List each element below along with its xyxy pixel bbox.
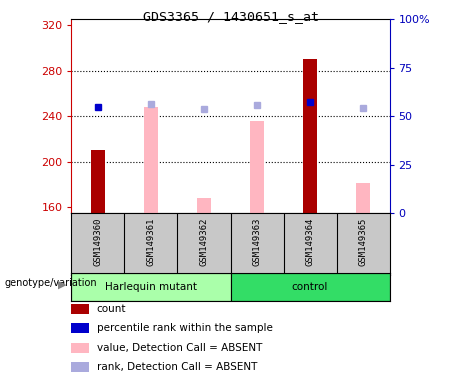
Text: value, Detection Call = ABSENT: value, Detection Call = ABSENT	[97, 343, 262, 353]
Text: percentile rank within the sample: percentile rank within the sample	[97, 323, 272, 333]
Text: Harlequin mutant: Harlequin mutant	[105, 282, 197, 292]
Bar	[71, 362, 89, 372]
Bar	[71, 343, 89, 353]
Bar	[197, 198, 211, 213]
Bar	[71, 323, 89, 333]
Text: GSM149364: GSM149364	[306, 218, 314, 266]
Text: GSM149361: GSM149361	[147, 218, 155, 266]
Bar	[144, 107, 158, 213]
Text: rank, Detection Call = ABSENT: rank, Detection Call = ABSENT	[97, 362, 257, 372]
Bar	[91, 151, 105, 213]
Text: count: count	[97, 304, 126, 314]
Bar	[250, 121, 264, 213]
Bar	[71, 273, 230, 301]
Bar	[71, 304, 89, 314]
Bar	[230, 273, 390, 301]
Text: GSM149362: GSM149362	[200, 218, 208, 266]
Text: GSM149363: GSM149363	[253, 218, 261, 266]
Bar	[356, 184, 370, 213]
Text: GSM149360: GSM149360	[94, 218, 102, 266]
Text: ▶: ▶	[58, 280, 66, 290]
Text: GDS3365 / 1430651_s_at: GDS3365 / 1430651_s_at	[142, 10, 319, 23]
Text: genotype/variation: genotype/variation	[5, 278, 97, 288]
Bar	[303, 59, 317, 213]
Text: GSM149365: GSM149365	[359, 218, 367, 266]
Text: control: control	[292, 282, 328, 292]
